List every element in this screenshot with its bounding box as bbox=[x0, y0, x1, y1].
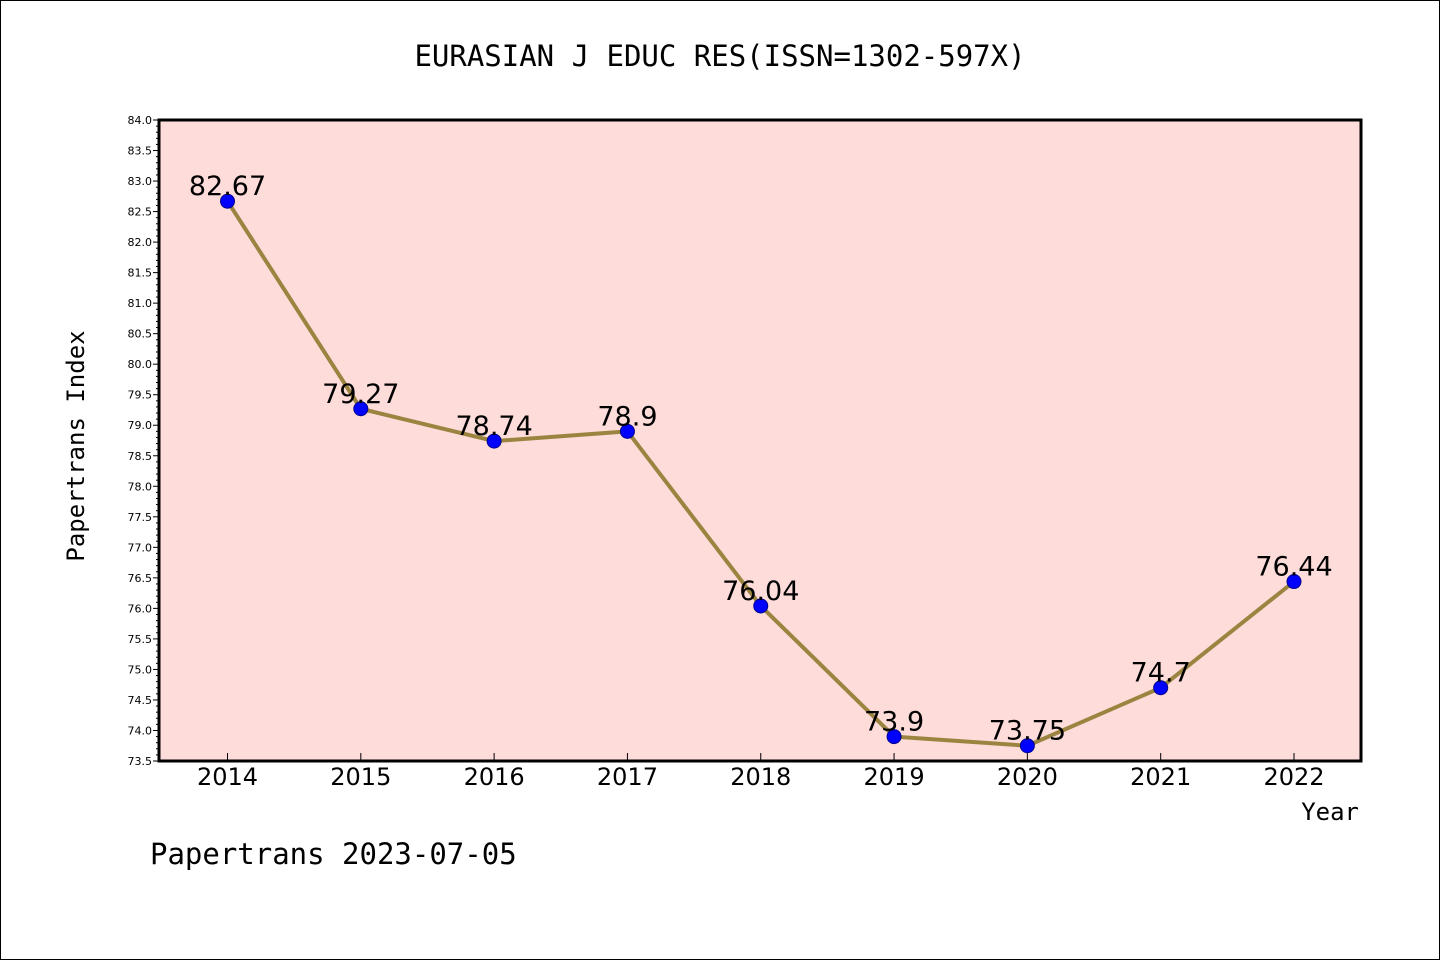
chart-title: EURASIAN J EDUC RES(ISSN=1302-597X) bbox=[414, 39, 1025, 73]
x-tick-label: 2015 bbox=[330, 763, 391, 791]
y-tick-label: 78.0 bbox=[128, 480, 153, 493]
data-label: 79.27 bbox=[322, 379, 399, 410]
y-tick-label: 79.5 bbox=[128, 389, 153, 402]
y-tick-label: 73.5 bbox=[128, 755, 153, 768]
x-tick-label: 2022 bbox=[1263, 763, 1324, 791]
x-tick-label: 2014 bbox=[197, 763, 258, 791]
x-tick-label: 2020 bbox=[997, 763, 1058, 791]
data-label: 73.75 bbox=[989, 716, 1066, 747]
data-point bbox=[1153, 680, 1169, 696]
y-tick-label: 79.0 bbox=[128, 419, 153, 432]
data-point bbox=[353, 401, 369, 417]
x-tick-label: 2021 bbox=[1130, 763, 1191, 791]
y-tick-label: 75.5 bbox=[128, 633, 153, 646]
y-tick-label: 82.0 bbox=[128, 236, 153, 249]
data-point bbox=[619, 423, 635, 439]
data-label: 74.7 bbox=[1131, 658, 1191, 689]
y-tick-label: 75.0 bbox=[128, 663, 153, 676]
y-tick-label: 76.5 bbox=[128, 572, 153, 585]
y-tick-label: 80.5 bbox=[128, 328, 153, 341]
y-tick-label: 80.0 bbox=[128, 358, 153, 371]
y-tick-label: 81.5 bbox=[128, 267, 153, 280]
series-group: 82.67 79.27 78.74 78.9 76.04 73.9 73.75 74.7 76.… bbox=[189, 171, 1333, 754]
footer-watermark: Papertrans 2023-07-05 bbox=[150, 837, 517, 871]
y-tick-label: 83.0 bbox=[128, 175, 153, 188]
x-tick-label: 2019 bbox=[864, 763, 925, 791]
y-tick-label: 82.5 bbox=[128, 206, 153, 219]
data-point bbox=[1019, 738, 1035, 754]
data-label: 78.74 bbox=[455, 411, 532, 442]
data-point bbox=[886, 729, 902, 745]
y-tick-label: 77.0 bbox=[128, 541, 153, 554]
data-label: 76.44 bbox=[1255, 552, 1332, 583]
y-axis: 73.5 74.0 74.5 75.0 75.5 76.0 76.5 77.0 77.5 78.0… bbox=[128, 114, 159, 768]
data-label: 78.9 bbox=[597, 401, 657, 432]
y-axis-label: Papertrans Index bbox=[62, 330, 90, 561]
data-label: 82.67 bbox=[189, 171, 266, 202]
y-tick-label: 78.5 bbox=[128, 450, 153, 463]
y-tick-label: 76.0 bbox=[128, 602, 153, 615]
x-axis-label: Year bbox=[1301, 798, 1359, 826]
x-tick-label: 2017 bbox=[597, 763, 658, 791]
data-label: 76.04 bbox=[722, 576, 799, 607]
x-axis: 2014 2015 2016 2017 2018 2019 2020 2021 2022 bbox=[197, 753, 1325, 791]
y-tick-label: 74.5 bbox=[128, 694, 153, 707]
y-tick-label: 81.0 bbox=[128, 297, 153, 310]
y-tick-label: 77.5 bbox=[128, 511, 153, 524]
y-tick-label: 74.0 bbox=[128, 724, 153, 737]
data-point bbox=[220, 193, 235, 209]
y-tick-label: 83.5 bbox=[128, 145, 153, 158]
x-tick-label: 2018 bbox=[730, 763, 791, 791]
plot-area bbox=[157, 118, 1363, 763]
data-point bbox=[1286, 574, 1302, 590]
data-point bbox=[486, 433, 502, 449]
x-tick-label: 2016 bbox=[464, 763, 525, 791]
y-tick-label: 84.0 bbox=[128, 114, 153, 127]
data-label: 73.9 bbox=[864, 707, 924, 738]
data-point bbox=[753, 598, 769, 614]
